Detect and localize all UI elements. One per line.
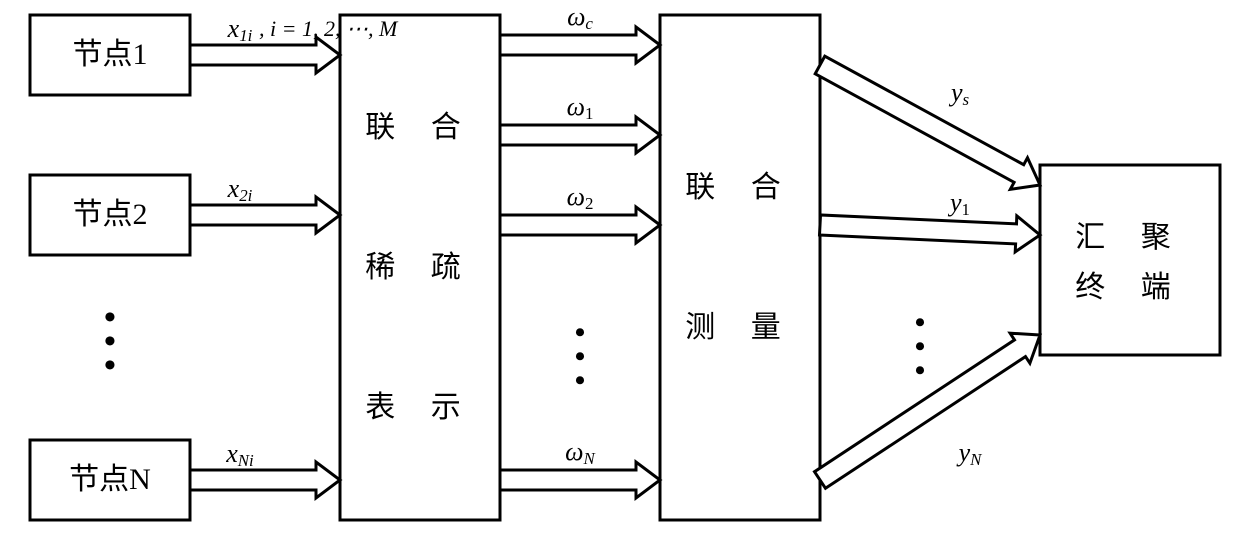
y-label: y1 (947, 188, 970, 219)
diagram-canvas: 节点1 节点2 节点N • • • 联 合稀 疏表 示 联 合测 量 汇 聚终 端 x1i , i… (0, 0, 1240, 550)
block-arrow (500, 27, 660, 63)
x-label: x1i (227, 14, 253, 45)
node-label: 节点N (69, 463, 151, 496)
omega-label: ωN (565, 437, 596, 468)
block-arrow (815, 333, 1041, 488)
block-arrow (190, 197, 340, 233)
block-arrow (820, 215, 1041, 252)
vdots-dot: • (575, 364, 586, 397)
vdots-dot: • (915, 354, 926, 387)
sink-block-line: 汇 聚 (1075, 221, 1185, 254)
vdots-dot: • (104, 347, 116, 384)
x-label: xNi (225, 439, 254, 470)
node-label: 节点1 (73, 38, 148, 71)
omega-label: ω2 (567, 182, 594, 213)
block-arrow (190, 462, 340, 498)
measure-block-line: 测 量 (685, 311, 795, 344)
block-arrow (190, 37, 340, 73)
sparse-block-line: 表 示 (365, 391, 475, 424)
measure-block-line: 联 合 (685, 171, 795, 204)
y-label: yN (956, 438, 984, 469)
y-label: ys (948, 78, 970, 109)
block-arrow (500, 207, 660, 243)
sink-block-line: 终 端 (1075, 271, 1185, 304)
sink-block (1040, 165, 1220, 355)
sparse-block-line: 联 合 (365, 111, 475, 144)
omega-label: ω1 (567, 92, 594, 123)
block-arrow (815, 56, 1040, 189)
block-arrow (500, 117, 660, 153)
block-arrow (500, 462, 660, 498)
node-label: 节点2 (73, 198, 148, 231)
x-label: x2i (227, 174, 253, 205)
omega-label: ωc (567, 2, 593, 33)
sparse-block-line: 稀 疏 (365, 251, 475, 284)
measure-block (660, 15, 820, 520)
x-extra-label: , i = 1, 2, ⋯, M (259, 16, 399, 41)
